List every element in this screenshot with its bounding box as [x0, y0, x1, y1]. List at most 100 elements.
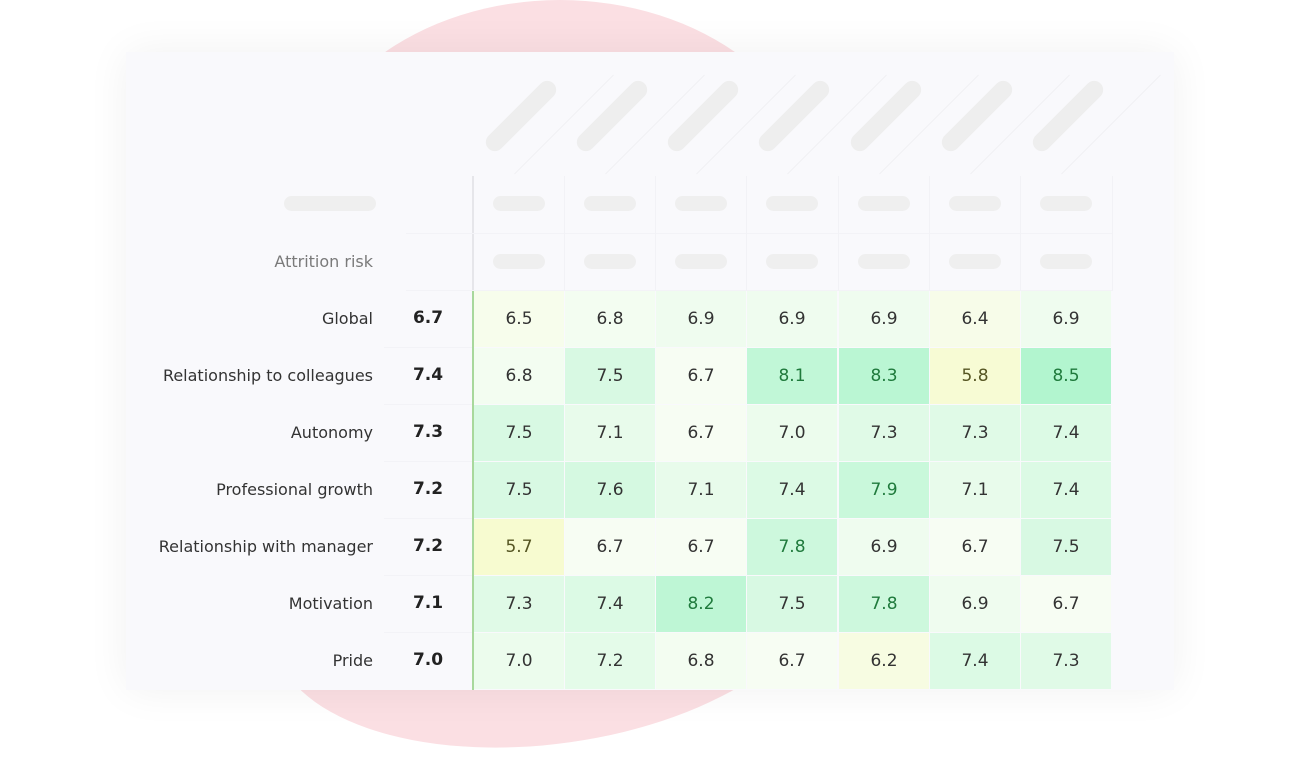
column-separator — [1112, 176, 1113, 291]
heatmap-cell[interactable]: 7.5 — [474, 405, 564, 461]
heatmap-cell[interactable]: 6.7 — [565, 519, 655, 575]
row-label: Relationship to colleagues — [162, 366, 373, 385]
heatmap-cell[interactable]: 8.1 — [747, 348, 837, 404]
heatmap-cell[interactable]: 6.9 — [747, 291, 837, 347]
heatmap-cell[interactable]: 7.8 — [747, 519, 837, 575]
column-header-placeholder — [938, 77, 1016, 155]
heatmap-cell[interactable]: 7.4 — [1021, 462, 1111, 518]
heatmap-cell[interactable]: 7.3 — [1021, 633, 1111, 689]
heatmap-cell[interactable]: 7.3 — [839, 405, 929, 461]
heatmap-cell[interactable]: 7.5 — [747, 576, 837, 632]
row-label: Autonomy — [290, 423, 373, 442]
heatmap-cell[interactable]: 6.8 — [656, 633, 746, 689]
column-subheader-placeholder — [493, 196, 545, 211]
column-header-placeholder — [573, 77, 651, 155]
heatmap-cell[interactable]: 7.3 — [930, 405, 1020, 461]
column-subheader-placeholder — [584, 196, 636, 211]
attrition-risk-placeholder — [949, 254, 1001, 269]
heatmap-cell[interactable]: 6.7 — [656, 519, 746, 575]
column-header-placeholder — [482, 77, 560, 155]
attrition-risk-placeholder — [858, 254, 910, 269]
heatmap-cell[interactable]: 7.5 — [565, 348, 655, 404]
row-label: Motivation — [288, 594, 373, 613]
row-score: 7.0 — [412, 650, 444, 670]
heatmap-cell[interactable]: 5.7 — [474, 519, 564, 575]
heatmap-cell[interactable]: 7.1 — [656, 462, 746, 518]
column-header-placeholder — [664, 77, 742, 155]
heatmap-cell[interactable]: 7.3 — [474, 576, 564, 632]
attrition-risk-placeholder — [584, 254, 636, 269]
heatmap-cell[interactable]: 6.9 — [839, 519, 929, 575]
heatmap-cell[interactable]: 7.0 — [747, 405, 837, 461]
row-score: 7.1 — [412, 593, 444, 613]
heatmap-cell[interactable]: 6.8 — [565, 291, 655, 347]
row-score: 7.2 — [412, 536, 444, 556]
heatmap-cell[interactable]: 7.4 — [747, 462, 837, 518]
column-header-guide — [1061, 74, 1161, 175]
heatmap-cell[interactable]: 6.9 — [656, 291, 746, 347]
heatmap-cell[interactable]: 6.7 — [656, 405, 746, 461]
column-separator — [1020, 176, 1021, 291]
column-separator — [746, 176, 747, 291]
row-score: 7.3 — [412, 422, 444, 442]
row-separator — [384, 461, 472, 462]
column-header-placeholder — [755, 77, 833, 155]
attrition-risk-placeholder — [1040, 254, 1092, 269]
heatmap-cell[interactable]: 7.6 — [565, 462, 655, 518]
row-score: 7.4 — [412, 365, 444, 385]
heatmap-cell[interactable]: 6.2 — [839, 633, 929, 689]
heatmap-cell[interactable]: 7.4 — [565, 576, 655, 632]
heatmap-cell[interactable]: 6.8 — [474, 348, 564, 404]
row-label: Global — [321, 309, 373, 328]
heatmap-cell[interactable]: 6.9 — [1021, 291, 1111, 347]
row-label: Professional growth — [216, 480, 373, 499]
row-separator — [384, 632, 472, 633]
row-separator — [384, 404, 472, 405]
column-separator — [929, 176, 930, 291]
heatmap-cell[interactable]: 7.4 — [930, 633, 1020, 689]
heatmap-cell[interactable]: 7.8 — [839, 576, 929, 632]
row-score: 6.7 — [412, 308, 444, 328]
heatmap-cell[interactable]: 6.7 — [656, 348, 746, 404]
column-subheader-placeholder — [766, 196, 818, 211]
column-divider-accent — [472, 291, 474, 690]
heatmap-cell[interactable]: 6.9 — [839, 291, 929, 347]
attrition-risk-label: Attrition risk — [274, 252, 373, 271]
column-separator — [838, 176, 839, 291]
placeholder-title-pill — [284, 196, 376, 211]
column-header-placeholder — [847, 77, 925, 155]
attrition-risk-placeholder — [675, 254, 727, 269]
heatmap-cell[interactable]: 7.1 — [930, 462, 1020, 518]
row-score: 7.2 — [412, 479, 444, 499]
header-separator — [406, 290, 1112, 291]
heatmap-cell[interactable]: 6.7 — [1021, 576, 1111, 632]
heatmap-cell[interactable]: 6.7 — [747, 633, 837, 689]
heatmap-cell[interactable]: 7.5 — [1021, 519, 1111, 575]
column-subheader-placeholder — [1040, 196, 1092, 211]
row-label: Relationship with manager — [158, 537, 373, 556]
heatmap-card: Attrition risk Global 6.7 6.5 6.8 6.9 6.9 6.9 6… — [126, 52, 1174, 690]
attrition-risk-placeholder — [766, 254, 818, 269]
column-subheader-placeholder — [675, 196, 727, 211]
heatmap-cell[interactable]: 7.1 — [565, 405, 655, 461]
heatmap-cell[interactable]: 5.8 — [930, 348, 1020, 404]
heatmap-cell[interactable]: 8.2 — [656, 576, 746, 632]
heatmap-cell[interactable]: 7.4 — [1021, 405, 1111, 461]
column-subheader-placeholder — [949, 196, 1001, 211]
heatmap-cell[interactable]: 7.0 — [474, 633, 564, 689]
heatmap-cell[interactable]: 8.3 — [839, 348, 929, 404]
column-separator — [655, 176, 656, 291]
heatmap-cell[interactable]: 7.5 — [474, 462, 564, 518]
heatmap-cell[interactable]: 6.7 — [930, 519, 1020, 575]
heatmap-cell[interactable]: 7.2 — [565, 633, 655, 689]
column-subheader-placeholder — [858, 196, 910, 211]
heatmap-cell[interactable]: 6.9 — [930, 576, 1020, 632]
row-separator — [384, 575, 472, 576]
row-separator — [384, 518, 472, 519]
heatmap-cell[interactable]: 6.4 — [930, 291, 1020, 347]
column-separator — [564, 176, 565, 291]
heatmap-cell[interactable]: 7.9 — [839, 462, 929, 518]
row-separator — [384, 347, 472, 348]
heatmap-cell[interactable]: 8.5 — [1021, 348, 1111, 404]
heatmap-cell[interactable]: 6.5 — [474, 291, 564, 347]
